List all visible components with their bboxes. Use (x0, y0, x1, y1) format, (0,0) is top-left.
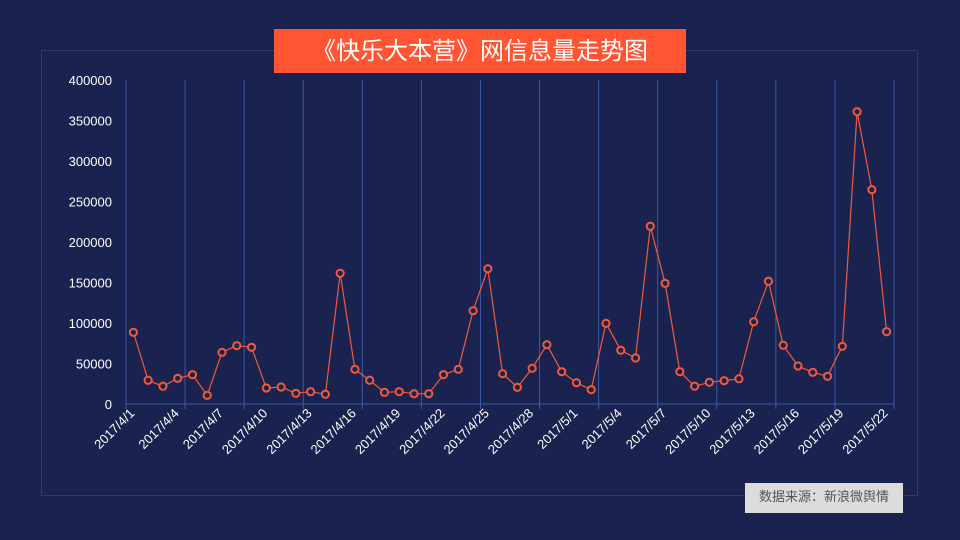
y-axis: 0 50000 100000 150000 200000 250000 300000 3500… (69, 73, 112, 412)
x-tick-label: 2017/4/10 (219, 406, 271, 458)
x-tick-label: 2017/5/16 (751, 406, 803, 458)
x-axis: 2017/4/12017/4/42017/4/72017/4/102017/4/… (91, 403, 894, 458)
data-point-marker[interactable] (424, 389, 434, 399)
x-tick-label: 2017/4/25 (440, 406, 492, 458)
data-point-marker[interactable] (232, 341, 242, 351)
data-point-marker[interactable] (394, 387, 404, 397)
y-tick-label: 150000 (69, 276, 112, 291)
data-point-marker[interactable] (793, 361, 803, 371)
data-point-marker[interactable] (749, 317, 759, 327)
y-tick-label: 400000 (69, 73, 112, 88)
x-tick-label: 2017/5/13 (706, 406, 758, 458)
data-point-marker[interactable] (409, 389, 419, 399)
data-point-marker[interactable] (512, 382, 522, 392)
data-point-marker[interactable] (882, 327, 892, 337)
data-point-marker[interactable] (571, 378, 582, 388)
data-point-marker[interactable] (217, 347, 227, 357)
x-tick-label: 2017/5/19 (795, 406, 847, 458)
data-point-marker[interactable] (527, 363, 537, 373)
data-point-marker[interactable] (173, 373, 183, 383)
data-point-marker[interactable] (350, 364, 360, 374)
data-point-marker[interactable] (438, 370, 449, 380)
x-tick-label: 2017/4/1 (91, 406, 137, 452)
x-tick-label: 2017/5/1 (534, 406, 580, 452)
data-point-marker[interactable] (837, 341, 847, 351)
y-tick-label: 250000 (69, 195, 112, 210)
data-point-marker[interactable] (808, 367, 818, 377)
data-point-marker[interactable] (675, 367, 685, 377)
data-point-marker[interactable] (763, 276, 774, 286)
x-tick-label: 2017/4/28 (485, 406, 537, 458)
data-point-marker[interactable] (143, 375, 153, 385)
data-point-marker[interactable] (645, 221, 655, 231)
y-tick-label: 0 (105, 397, 112, 412)
data-line (132, 111, 888, 397)
data-point-marker[interactable] (616, 345, 626, 355)
x-tick-label: 2017/5/4 (578, 406, 624, 452)
data-point-marker[interactable] (468, 306, 478, 316)
data-point-marker[interactable] (734, 374, 744, 384)
data-point-marker[interactable] (852, 107, 862, 117)
data-point-marker[interactable] (335, 268, 345, 278)
data-point-marker[interactable] (778, 340, 788, 350)
data-point-marker[interactable] (276, 382, 286, 392)
data-point-marker[interactable] (660, 278, 670, 288)
y-tick-label: 100000 (69, 316, 112, 331)
x-tick-label: 2017/4/4 (135, 406, 181, 452)
x-tick-label: 2017/4/16 (308, 406, 360, 458)
data-point-marker[interactable] (719, 376, 729, 386)
data-point-marker[interactable] (586, 385, 596, 395)
data-point-marker[interactable] (690, 381, 700, 391)
data-point-marker[interactable] (246, 342, 257, 352)
data-point-marker[interactable] (291, 388, 301, 398)
data-point-marker[interactable] (158, 381, 168, 391)
data-point-marker[interactable] (483, 264, 493, 274)
data-point-marker[interactable] (187, 370, 198, 380)
data-point-marker[interactable] (498, 369, 508, 379)
data-point-marker[interactable] (202, 390, 212, 400)
data-point-marker[interactable] (630, 353, 641, 363)
data-point-marker[interactable] (320, 389, 330, 399)
data-point-marker[interactable] (822, 371, 833, 381)
data-point-marker[interactable] (306, 387, 316, 397)
data-source-label: 数据来源：新浪微舆情 (745, 483, 903, 513)
data-point-marker[interactable] (365, 375, 375, 385)
x-tick-label: 2017/4/13 (263, 406, 315, 458)
y-tick-label: 200000 (69, 235, 112, 250)
grid-lines (125, 80, 895, 409)
x-tick-label: 2017/4/19 (352, 406, 404, 458)
data-point-marker[interactable] (542, 340, 552, 350)
data-point-marker[interactable] (453, 364, 463, 374)
series-line (128, 107, 892, 400)
x-tick-label: 2017/5/22 (839, 406, 891, 458)
data-point-marker[interactable] (867, 185, 877, 195)
x-tick-label: 2017/4/22 (396, 406, 448, 458)
x-tick-label: 2017/5/10 (662, 406, 714, 458)
y-tick-label: 300000 (69, 154, 112, 169)
data-point-marker[interactable] (704, 377, 714, 387)
chart-title: 《快乐大本营》网信息量走势图 (274, 29, 686, 73)
data-point-marker[interactable] (261, 383, 271, 393)
data-point-marker[interactable] (601, 318, 611, 328)
data-point-marker[interactable] (557, 367, 567, 377)
y-tick-label: 50000 (76, 357, 112, 372)
data-point-marker[interactable] (379, 387, 390, 397)
data-point-marker[interactable] (128, 327, 138, 337)
y-tick-label: 350000 (69, 114, 112, 129)
